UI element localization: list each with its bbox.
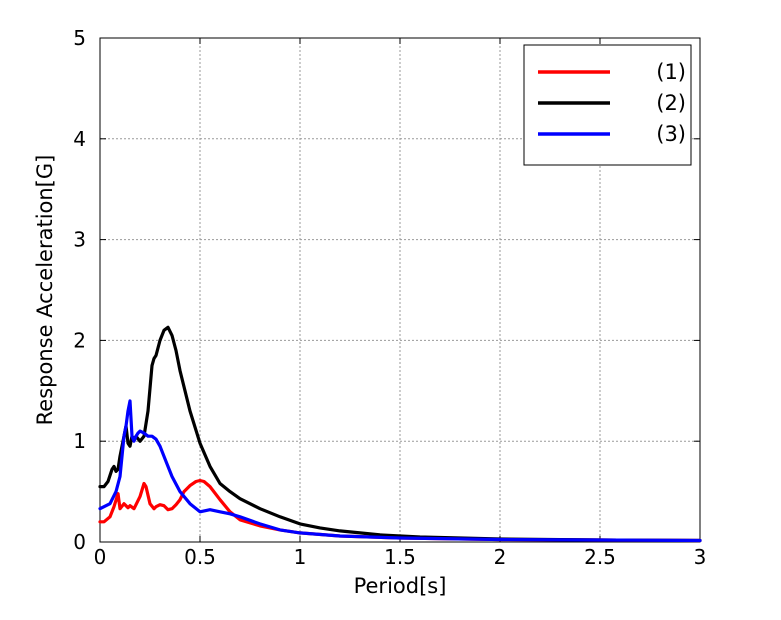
y-tick-label: 0: [73, 530, 86, 554]
x-tick-label: 0: [94, 545, 107, 569]
legend-label-2: (2): [656, 91, 686, 115]
x-tick-label: 1.5: [384, 545, 416, 569]
y-axis-label: Response Acceleration[G]: [33, 155, 57, 426]
legend-label-3: (3): [656, 122, 686, 146]
y-tick-label: 5: [73, 26, 86, 50]
series-group: [98, 325, 702, 543]
legend-box: [523, 44, 692, 166]
x-axis-label: Period[s]: [354, 574, 447, 598]
y-tick-label: 2: [73, 328, 86, 352]
series-line-3: [98, 399, 702, 543]
legend: (1) (2) (3): [523, 44, 692, 166]
y-tick-label: 1: [73, 429, 86, 453]
series-line-2: [98, 325, 702, 543]
y-tick-label: 4: [73, 127, 86, 151]
x-tick-label: 2: [494, 545, 507, 569]
axis-ticks: 0 0.5 1 1.5 2 2.5 3 0 1 2 3 4 5: [73, 26, 706, 569]
x-tick-label: 3: [694, 545, 707, 569]
x-tick-label: 0.5: [184, 545, 216, 569]
x-tick-label: 1: [294, 545, 307, 569]
y-tick-label: 3: [73, 228, 86, 252]
legend-label-1: (1): [656, 60, 686, 84]
x-tick-label: 2.5: [584, 545, 616, 569]
